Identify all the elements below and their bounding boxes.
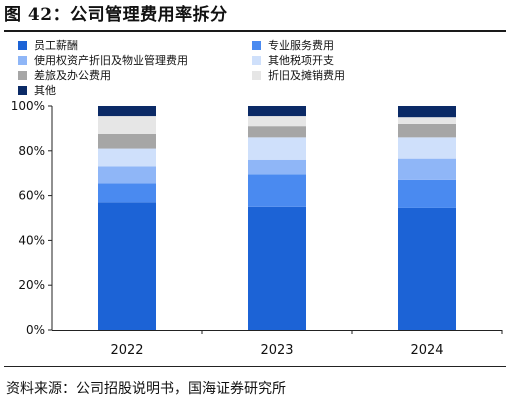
y-tick-label: 40% xyxy=(18,233,45,247)
bar-segment xyxy=(98,166,156,184)
bar-segment xyxy=(98,183,156,203)
x-tick-label: 2023 xyxy=(260,343,293,358)
title-block: 图 42：公司管理费用率拆分 xyxy=(4,2,506,32)
bar-segment xyxy=(248,137,306,160)
legend-item: 折旧及摊销费用 xyxy=(252,68,345,83)
bar-segment xyxy=(98,202,156,330)
legend-label: 其他税项开支 xyxy=(268,54,334,67)
bar-segment xyxy=(98,148,156,167)
bar-segment xyxy=(398,123,456,138)
legend-label: 使用权资产折旧及物业管理费用 xyxy=(34,54,188,67)
legend-swatch xyxy=(18,41,27,50)
legend-item: 其他税项开支 xyxy=(252,53,334,68)
legend-label: 折旧及摊销费用 xyxy=(268,69,345,82)
legend-swatch xyxy=(18,71,27,80)
y-tick-label: 0% xyxy=(26,323,45,337)
bar-segment xyxy=(398,179,456,208)
bar-segment xyxy=(248,126,306,138)
legend-swatch xyxy=(252,41,261,50)
legend-swatch xyxy=(252,56,261,65)
x-tick-label: 2024 xyxy=(410,343,443,358)
bar-segment xyxy=(248,116,306,127)
legend-swatch xyxy=(18,86,27,95)
bar-segment xyxy=(248,159,306,175)
legend-item: 员工薪酬 xyxy=(18,38,78,53)
y-tick-label: 80% xyxy=(18,144,45,158)
bar-segment xyxy=(98,134,156,149)
y-tick-label: 100% xyxy=(11,99,45,113)
bar-segment xyxy=(98,116,156,134)
bar-segment xyxy=(398,207,456,330)
bar-segment xyxy=(398,106,456,118)
bar-segment xyxy=(398,158,456,180)
legend-item: 使用权资产折旧及物业管理费用 xyxy=(18,53,188,68)
bar-segment xyxy=(248,206,306,330)
legend-item: 其他 xyxy=(18,83,56,98)
legend-swatch xyxy=(18,56,27,65)
bar-segment xyxy=(248,106,306,117)
x-tick-label: 2022 xyxy=(110,343,143,358)
legend-label: 差旅及办公费用 xyxy=(34,69,111,82)
source-divider xyxy=(4,366,506,367)
legend-label: 员工薪酬 xyxy=(34,39,78,52)
legend-item: 专业服务费用 xyxy=(252,38,334,53)
page-title: 图 42：公司管理费用率拆分 xyxy=(4,5,228,25)
legend-label: 专业服务费用 xyxy=(268,39,334,52)
title-divider xyxy=(4,30,506,32)
bar-segment xyxy=(398,137,456,159)
y-tick-label: 60% xyxy=(18,189,45,203)
legend-label: 其他 xyxy=(34,84,56,97)
legend-item: 差旅及办公费用 xyxy=(18,68,111,83)
bar-segment xyxy=(98,106,156,117)
bar-segment xyxy=(248,174,306,207)
bar-segment xyxy=(398,117,456,124)
y-tick-label: 20% xyxy=(18,278,45,292)
source-note: 资料来源：公司招股说明书，国海证券研究所 xyxy=(6,381,286,397)
legend-swatch xyxy=(252,71,261,80)
